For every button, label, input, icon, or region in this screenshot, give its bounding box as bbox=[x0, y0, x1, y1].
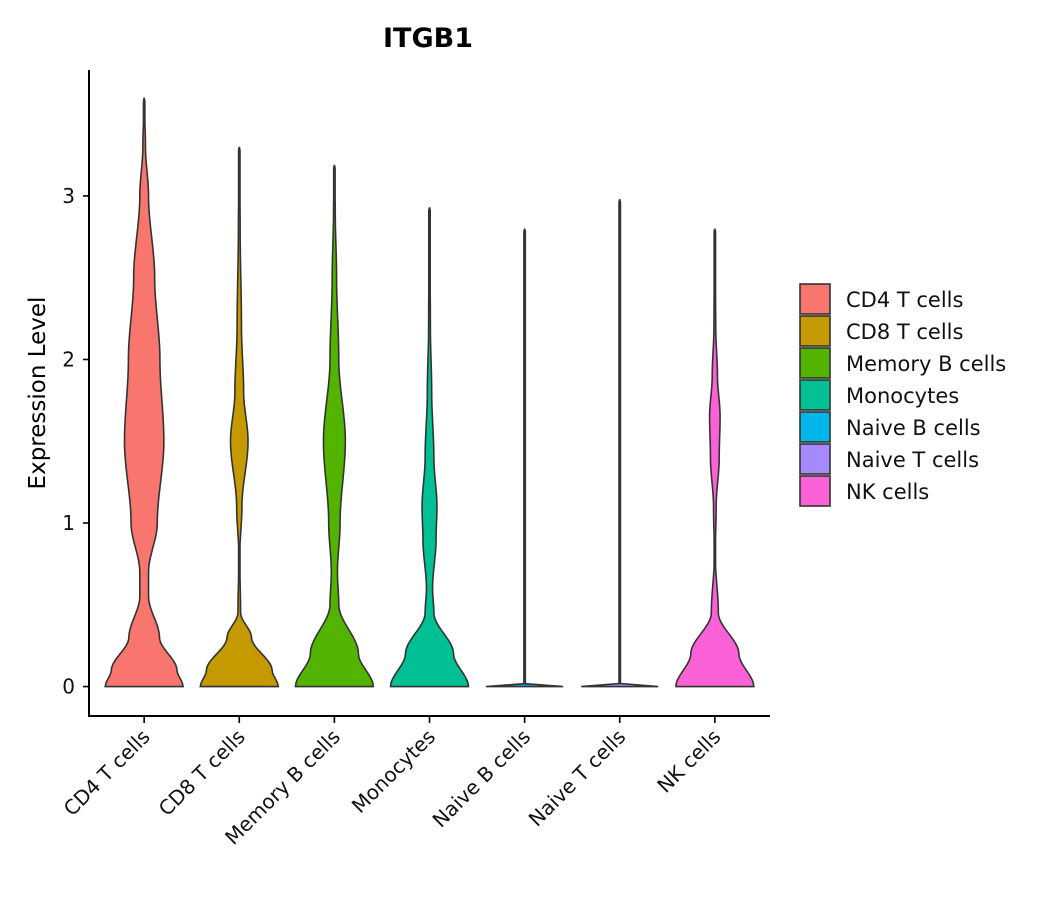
violin-cd8-t-cells bbox=[199, 146, 280, 688]
violin-memory-b-cells bbox=[294, 164, 375, 688]
x-tick-label: Naive B cells bbox=[428, 725, 536, 833]
x-tick-label: CD4 T cells bbox=[59, 725, 155, 821]
legend-key-naive-t-cells bbox=[799, 443, 831, 475]
y-tick-label: 1 bbox=[62, 511, 75, 535]
legend-label: Monocytes bbox=[846, 384, 959, 408]
legend-label: Naive B cells bbox=[846, 416, 981, 440]
y-tick-label: 3 bbox=[62, 184, 75, 208]
legend: CD4 T cells CD8 T cells Memory B cells Mono… bbox=[799, 283, 1006, 507]
legend-label: Memory B cells bbox=[846, 352, 1006, 376]
violin-naive-b-cells bbox=[486, 228, 564, 688]
y-axis: 0 1 2 3 bbox=[62, 70, 90, 716]
violin-cd4-t-cells bbox=[104, 97, 185, 688]
x-tick-label: NK cells bbox=[652, 725, 725, 798]
violin-naive-t-cells bbox=[581, 199, 659, 688]
x-tick-label: Naive T cells bbox=[524, 725, 631, 832]
chart-title: ITGB1 bbox=[383, 23, 473, 54]
y-tick-label: 2 bbox=[62, 347, 75, 371]
violin-monocytes bbox=[389, 207, 470, 688]
violin-group bbox=[104, 97, 755, 688]
y-tick-label: 0 bbox=[62, 675, 75, 699]
violin-nk-cells bbox=[675, 228, 755, 688]
x-tick-label: CD8 T cells bbox=[154, 725, 250, 821]
legend-label: NK cells bbox=[846, 480, 929, 504]
y-axis-title: Expression Level bbox=[25, 297, 51, 490]
legend-label: CD4 T cells bbox=[846, 288, 963, 312]
legend-key-nk-cells bbox=[799, 475, 831, 507]
legend-key-cd4-t-cells bbox=[799, 283, 831, 315]
legend-key-cd8-t-cells bbox=[799, 315, 831, 347]
legend-key-naive-b-cells bbox=[799, 411, 831, 443]
x-tick-label: Monocytes bbox=[347, 725, 440, 818]
legend-key-monocytes bbox=[799, 379, 831, 411]
legend-label: CD8 T cells bbox=[846, 320, 963, 344]
legend-label: Naive T cells bbox=[846, 448, 979, 472]
legend-key-memory-b-cells bbox=[799, 347, 831, 379]
